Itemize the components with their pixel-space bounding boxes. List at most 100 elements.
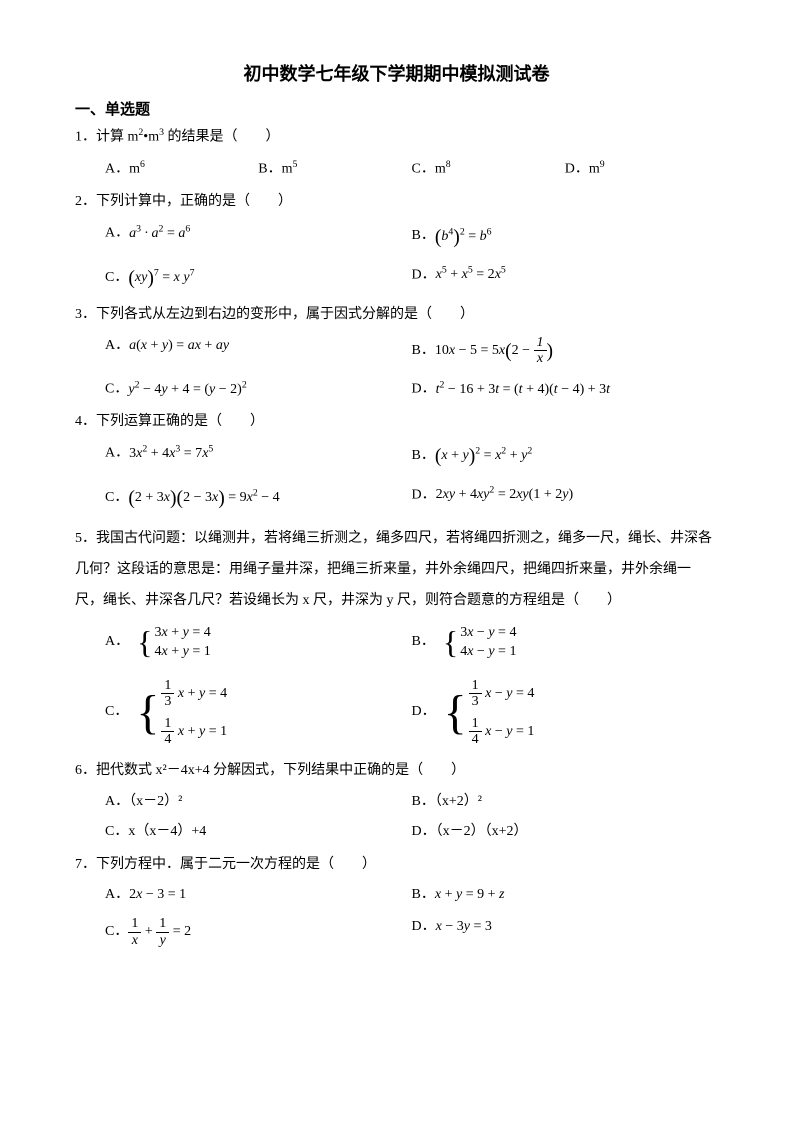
q7-stem: 7．下列方程中．属于二元一次方程的是（ ） (75, 854, 718, 876)
q5-row1: A． { 3x + y = 4 4x + y = 1 B． { 3x − y =… (75, 624, 718, 660)
q4-num: 4． (75, 414, 96, 429)
opt-label: B． (258, 162, 281, 177)
brace-icon: { (443, 630, 458, 656)
opt-exp: 9 (600, 159, 605, 170)
q1-text-a: 计算 m (96, 130, 138, 145)
q5-opt-a: A． { 3x + y = 4 4x + y = 1 (105, 624, 412, 660)
q2-num: 2． (75, 194, 96, 209)
q5-num: 5． (75, 531, 96, 546)
frac-den: x (534, 351, 547, 366)
opt-text: m (282, 162, 293, 177)
question-1: 1．计算 m2•m3 的结果是（ ） A．m6 B．m5 C．m8 D．m9 (75, 125, 718, 181)
opt-label: B． (412, 631, 435, 653)
opt-exp: 6 (140, 159, 145, 170)
q7-opt-a: A．2x − 3 = 1 (105, 884, 412, 906)
q4-opt-c: C．(2 + 3x)(2 − 3x) = 9x2 − 4 (105, 483, 412, 514)
opt-label: D． (412, 267, 436, 282)
q1-options: A．m6 B．m5 C．m8 D．m9 (75, 157, 718, 181)
q5-opt-b: B． { 3x − y = 4 4x − y = 1 (412, 624, 719, 660)
q4-opt-b: B．(x + y)2 = x2 + y2 (412, 441, 719, 472)
q6-opt-c: C．x（x－4）+4 (105, 821, 412, 843)
question-2: 2．下列计算中，正确的是（ ） A．a3 · a2 = a6 B．(b4)2 =… (75, 191, 718, 294)
opt-label: C． (105, 270, 128, 285)
q4-row1: A．3x2 + 4x3 = 7x5 B．(x + y)2 = x2 + y2 (75, 441, 718, 472)
q2-row1: A．a3 · a2 = a6 B．(b4)2 = b6 (75, 221, 718, 252)
eq-text: = 2 (173, 924, 191, 939)
frac-num: 1 (161, 716, 174, 732)
opt-exp: 8 (446, 159, 451, 170)
opt-text: m (129, 162, 140, 177)
q4-text: 下列运算正确的是（ ） (96, 414, 264, 429)
q1-text-c: 的结果是（ ） (164, 130, 280, 145)
q1-text-b: •m (143, 130, 159, 145)
q3-num: 3． (75, 307, 96, 322)
q3-opt-a: A．a(x + y) = ax + ay (105, 335, 412, 367)
opt-label: D． (412, 919, 436, 934)
question-5: 5．我国古代问题：以绳测井，若将绳三折测之，绳多四尺，若将绳四折测之，绳多一尺，… (75, 524, 718, 750)
q4-opt-a: A．3x2 + 4x3 = 7x5 (105, 441, 412, 472)
q1-num: 1． (75, 130, 96, 145)
opt-label: A． (105, 226, 129, 241)
q3-row1: A．a(x + y) = ax + ay B．10x − 5 = 5x(2 − … (75, 335, 718, 367)
opt-label: C． (105, 701, 128, 723)
opt-label: D． (565, 162, 589, 177)
q7-opt-c: C．1x + 1y = 2 (105, 916, 412, 948)
opt-label: C． (412, 162, 435, 177)
q2-opt-c: C．(xy)7 = x y7 (105, 263, 412, 294)
opt-label: C． (105, 824, 128, 839)
opt-label: A． (105, 631, 129, 653)
frac-num: 1 (469, 716, 482, 732)
opt-text: （x－2）² (129, 794, 182, 809)
opt-label: B． (412, 229, 435, 244)
frac-num: 1 (469, 678, 482, 694)
q2-row2: C．(xy)7 = x y7 D．x5 + x5 = 2x5 (75, 263, 718, 294)
frac-den: 3 (469, 694, 482, 709)
q7-row2: C．1x + 1y = 2 D．x − 3y = 3 (75, 916, 718, 948)
q7-opt-d: D．x − 3y = 3 (412, 916, 719, 948)
opt-label: C． (105, 490, 128, 505)
opt-text: x（x－4）+4 (128, 824, 206, 839)
question-6: 6．把代数式 x²－4x+4 分解因式，下列结果中正确的是（ ） A．（x－2）… (75, 760, 718, 843)
opt-label: D． (412, 487, 436, 502)
q1-opt-a: A．m6 (105, 157, 258, 181)
q6-row1: A．（x－2）² B．（x+2）² (75, 791, 718, 813)
q7-num: 7． (75, 857, 96, 872)
opt-label: B． (412, 448, 435, 463)
opt-text: m (589, 162, 600, 177)
brace-icon: { (444, 696, 467, 730)
opt-text: m (435, 162, 446, 177)
brace-icon: { (137, 630, 152, 656)
q6-text: 把代数式 x²－4x+4 分解因式，下列结果中正确的是（ ） (96, 763, 465, 778)
q6-opt-b: B．（x+2）² (412, 791, 719, 813)
q6-num: 6． (75, 763, 96, 778)
q4-row2: C．(2 + 3x)(2 − 3x) = 9x2 − 4 D．2xy + 4xy… (75, 483, 718, 514)
opt-text: （x+2）² (435, 794, 482, 809)
frac-num: 1 (156, 916, 169, 932)
q5-row2: C． { 13 x + y = 4 14 x + y = 1 D． { 13 x… (75, 675, 718, 751)
frac-den: 4 (161, 732, 174, 747)
q2-opt-d: D．x5 + x5 = 2x5 (412, 263, 719, 294)
opt-label: D． (412, 701, 436, 723)
opt-label: A． (105, 446, 129, 461)
q6-row2: C．x（x－4）+4 D．（x－2）（x+2） (75, 821, 718, 843)
frac-den: x (128, 933, 141, 948)
q6-stem: 6．把代数式 x²－4x+4 分解因式，下列结果中正确的是（ ） (75, 760, 718, 782)
q4-opt-d: D．2xy + 4xy2 = 2xy(1 + 2y) (412, 483, 719, 514)
opt-label: D． (412, 382, 436, 397)
q3-opt-d: D．t2 − 16 + 3t = (t + 4)(t − 4) + 3t (412, 377, 719, 401)
q3-stem: 3．下列各式从左边到右边的变形中，属于因式分解的是（ ） (75, 304, 718, 326)
q3-opt-c: C．y2 − 4y + 4 = (y − 2)2 (105, 377, 412, 401)
q6-opt-a: A．（x－2）² (105, 791, 412, 813)
opt-label: C． (105, 924, 128, 939)
frac-den: y (156, 933, 169, 948)
question-3: 3．下列各式从左边到右边的变形中，属于因式分解的是（ ） A．a(x + y) … (75, 304, 718, 401)
opt-label: C． (105, 382, 128, 397)
question-4: 4．下列运算正确的是（ ） A．3x2 + 4x3 = 7x5 B．(x + y… (75, 411, 718, 514)
q5-opt-d: D． { 13 x − y = 4 14 x − y = 1 (412, 675, 719, 751)
opt-exp: 5 (292, 159, 297, 170)
opt-label: B． (412, 887, 435, 902)
opt-label: A． (105, 794, 129, 809)
opt-label: B． (412, 343, 435, 358)
q3-opt-b: B．10x − 5 = 5x(2 − 1x) (412, 335, 719, 367)
frac-num: 1 (128, 916, 141, 932)
